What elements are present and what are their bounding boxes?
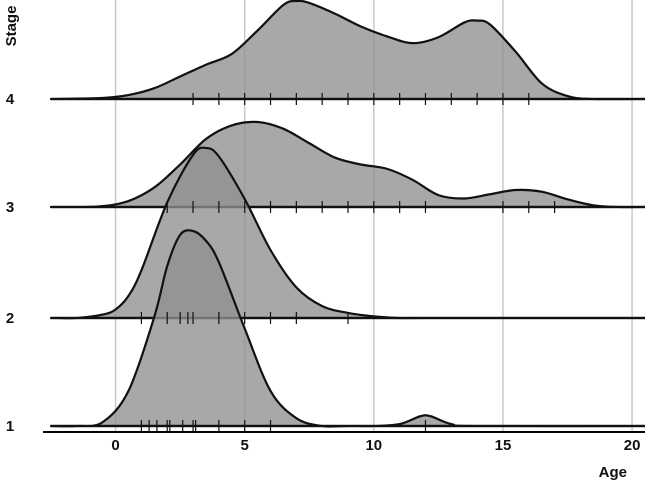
ridge-area-stage-1 xyxy=(49,229,645,428)
ridge-area-stage-4 xyxy=(49,0,645,101)
x-tick-label: 15 xyxy=(495,437,512,454)
y-tick-label: 3 xyxy=(6,199,14,216)
y-axis-title: Stage xyxy=(3,6,20,47)
y-tick-label: 4 xyxy=(6,91,15,108)
x-axis-title: Age xyxy=(599,464,627,481)
x-tick-label: 0 xyxy=(111,437,119,454)
y-tick-label: 1 xyxy=(6,418,14,435)
ridge-area-stage-3 xyxy=(49,120,645,209)
rugs-layer xyxy=(140,93,556,432)
y-tick-label: 2 xyxy=(6,310,14,327)
x-tick-label: 5 xyxy=(241,437,249,454)
axes-layer: 0 5 10 15 20 4 3 2 1 xyxy=(6,91,645,454)
ridges-layer xyxy=(49,0,645,428)
x-tick-label: 20 xyxy=(624,437,641,454)
x-tick-label: 10 xyxy=(365,437,382,454)
